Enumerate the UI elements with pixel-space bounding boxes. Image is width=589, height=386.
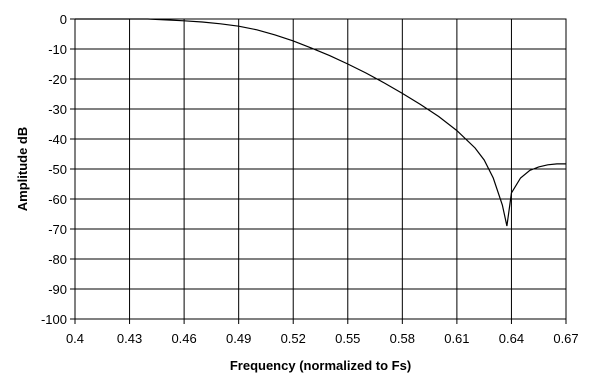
x-tick-label: 0.43 [117, 331, 142, 346]
x-tick-label: 0.4 [66, 331, 84, 346]
x-tick-label: 0.61 [444, 331, 469, 346]
x-tick-label: 0.67 [553, 331, 578, 346]
y-tick-label: -80 [48, 252, 67, 267]
y-tick-label: -90 [48, 282, 67, 297]
y-axis-tick-labels: 0 -10 -20 -30 -40 -50 -60 -70 -80 -90 -100 [41, 12, 67, 327]
x-tick-label: 0.58 [390, 331, 415, 346]
x-axis-tick-labels: 0.4 0.43 0.46 0.49 0.52 0.55 0.58 0.61 0.64 0.67 [66, 331, 579, 346]
x-tick-label: 0.55 [335, 331, 360, 346]
y-tick-label: -60 [48, 192, 67, 207]
y-tick-label: -20 [48, 72, 67, 87]
y-tick-label: -70 [48, 222, 67, 237]
y-tick-label: 0 [60, 12, 67, 27]
y-tick-label: -30 [48, 102, 67, 117]
y-tick-label: -100 [41, 312, 67, 327]
y-tick-label: -40 [48, 132, 67, 147]
y-axis-title: Amplitude dB [15, 127, 30, 212]
x-tick-label: 0.49 [226, 331, 251, 346]
x-tick-label: 0.64 [499, 331, 524, 346]
plot-area-frame [74, 18, 567, 320]
x-tick-label: 0.52 [281, 331, 306, 346]
amplitude-response-line [75, 18, 566, 227]
x-axis-title: Frequency (normalized to Fs) [230, 358, 411, 373]
y-tick-label: -10 [48, 42, 67, 57]
grid-lines [70, 18, 567, 324]
y-tick-label: -50 [48, 162, 67, 177]
x-tick-label: 0.46 [171, 331, 196, 346]
